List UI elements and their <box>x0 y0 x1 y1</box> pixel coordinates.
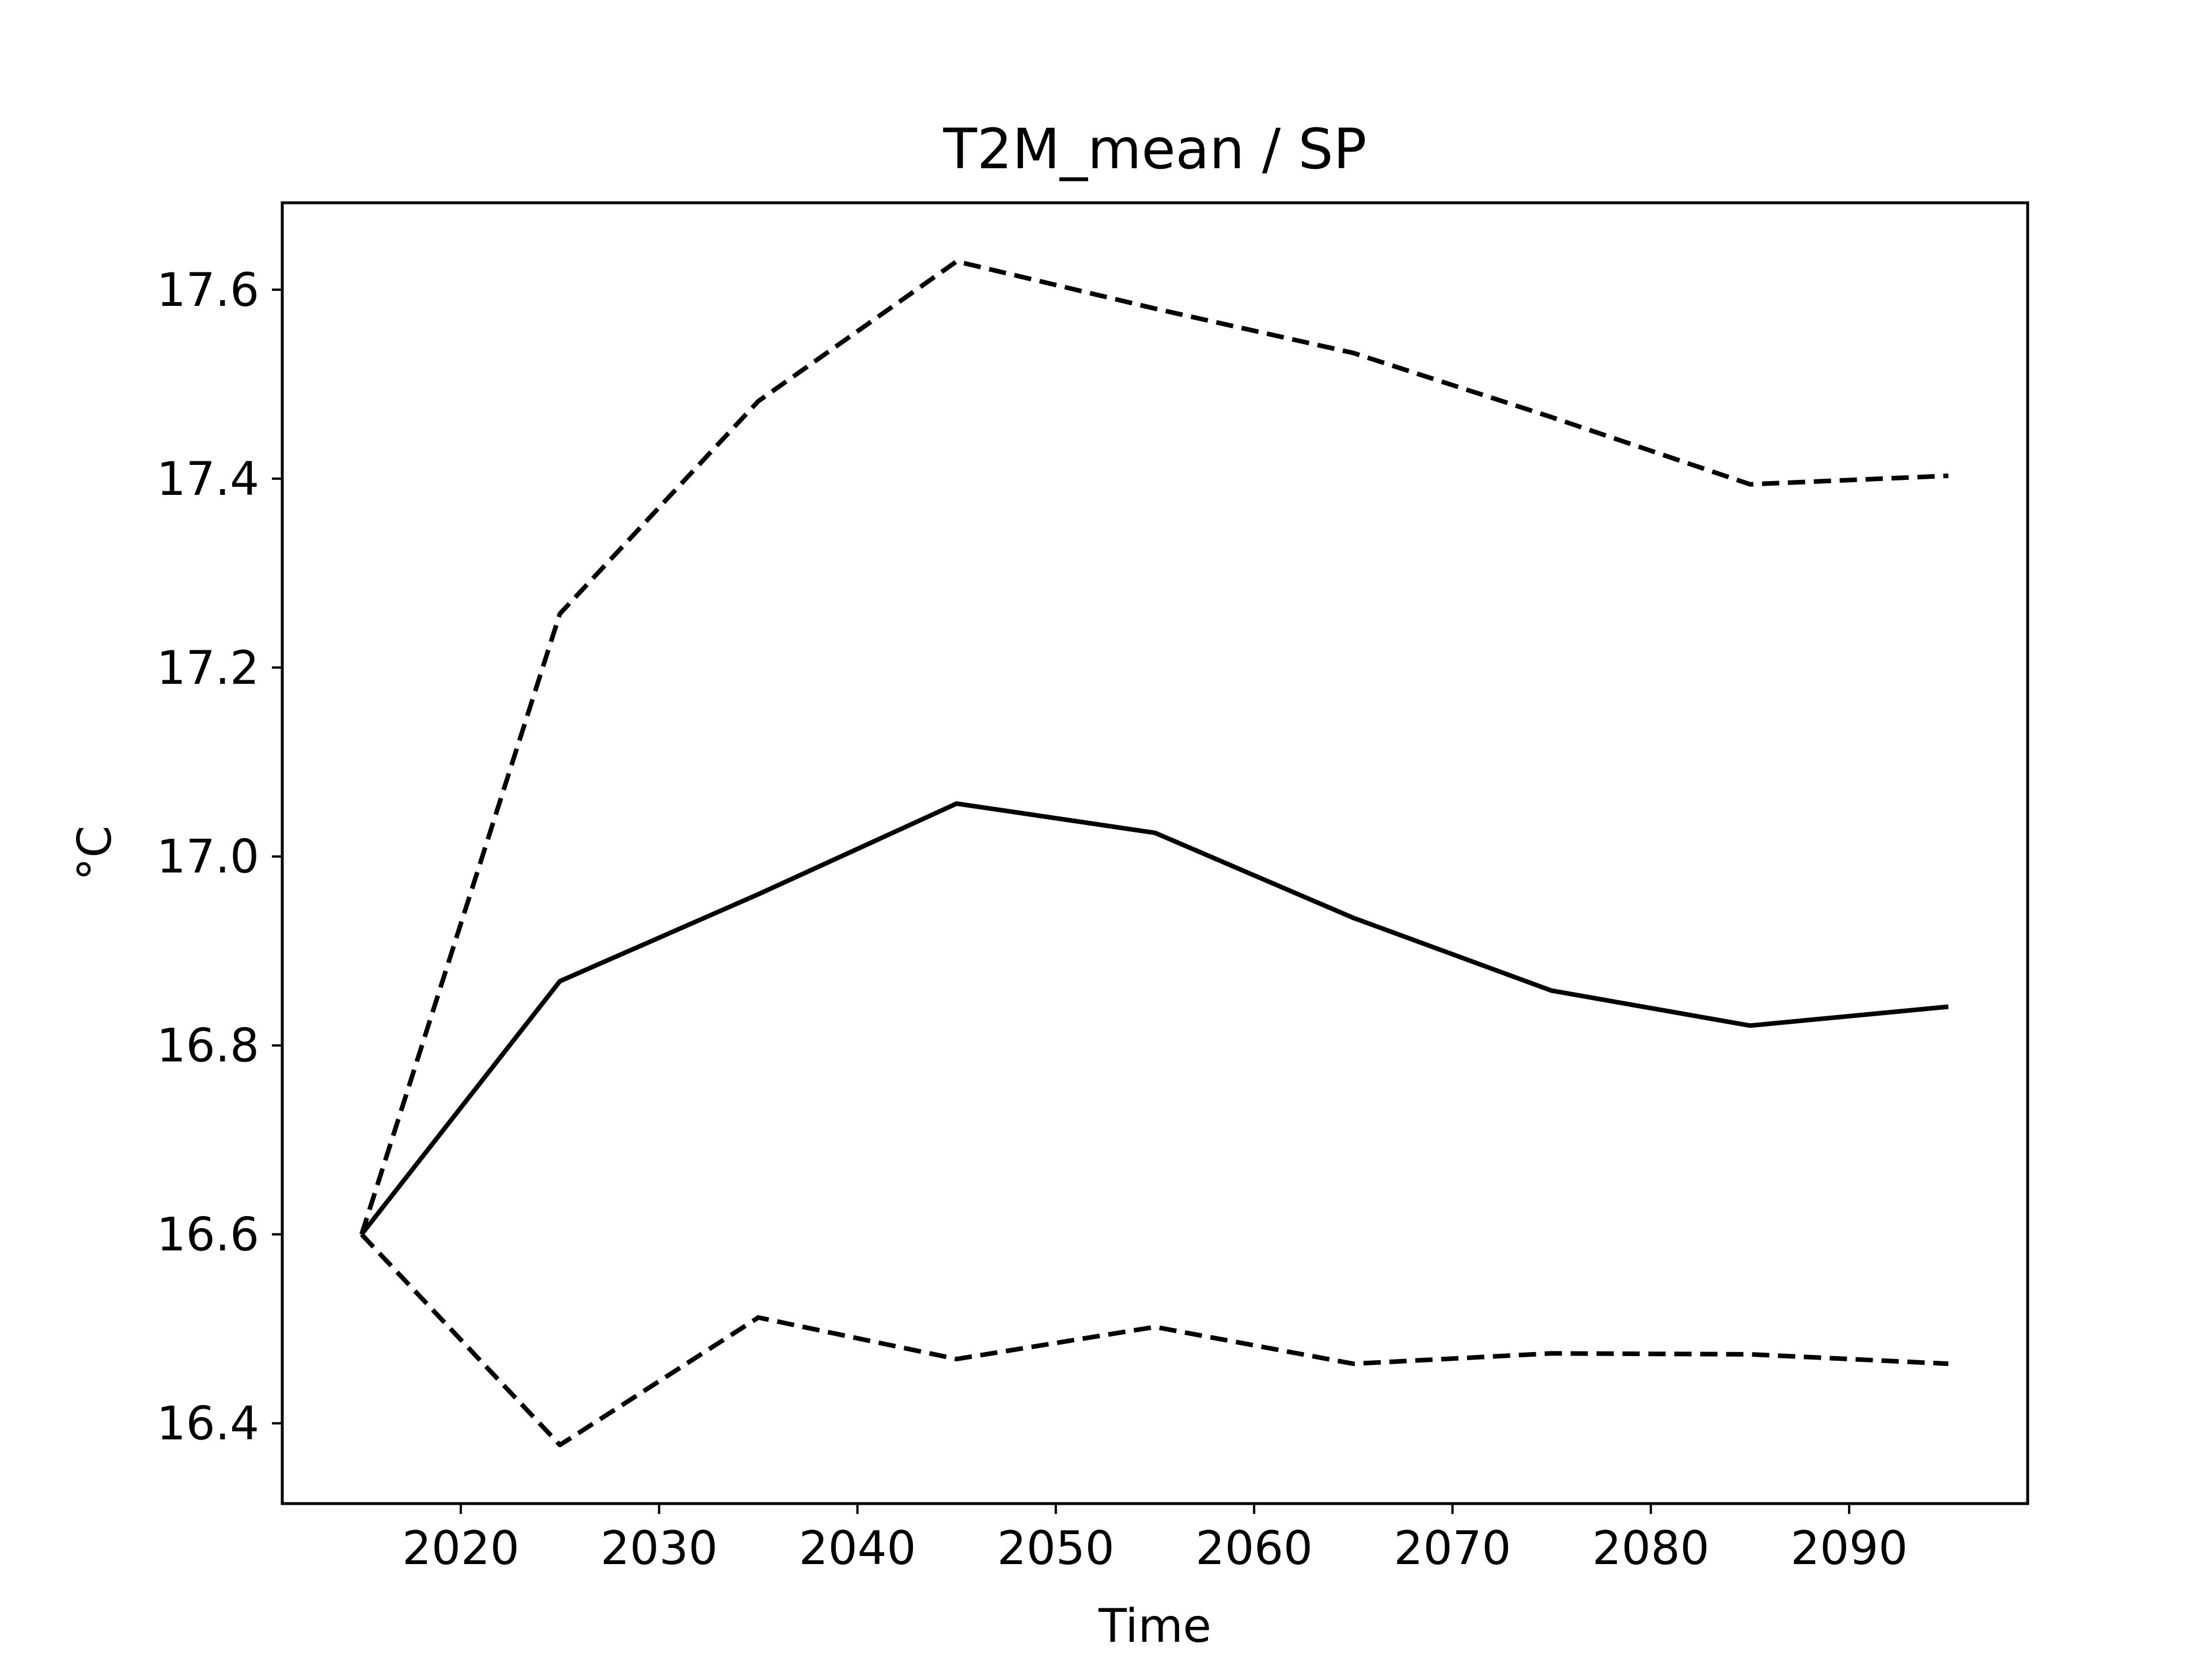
series-line-1 <box>359 801 1949 1236</box>
x-axis-label: Time <box>1098 1599 1211 1653</box>
x-tick-label: 2030 <box>600 1521 718 1575</box>
y-tick-label: 17.0 <box>157 830 259 884</box>
x-tick-label: 2050 <box>997 1521 1115 1575</box>
chart-title: T2M_mean / SP <box>943 117 1367 181</box>
y-tick-label: 17.6 <box>157 263 259 317</box>
y-tick-label: 17.2 <box>157 641 259 695</box>
series-line-2 <box>359 259 1949 1235</box>
x-axis-ticks: 2020 2030 2040 2050 2060 2070 2080 2090 <box>402 1504 1908 1575</box>
y-axis-label: °C <box>68 826 122 881</box>
x-tick-label: 2090 <box>1790 1521 1908 1575</box>
y-tick-label: 16.4 <box>157 1397 259 1451</box>
x-tick-label: 2020 <box>402 1521 520 1575</box>
y-axis-ticks: 16.4 16.6 16.8 17.0 17.2 17.4 17.6 <box>157 263 282 1451</box>
y-tick-label: 16.6 <box>157 1208 259 1262</box>
series-line-3 <box>359 1232 1949 1448</box>
y-tick-label: 17.4 <box>157 452 259 506</box>
y-tick-label: 16.8 <box>157 1019 259 1073</box>
x-tick-label: 2080 <box>1592 1521 1710 1575</box>
series-layer <box>359 259 1949 1448</box>
plot-area-frame <box>281 201 2029 1505</box>
x-tick-label: 2070 <box>1394 1521 1512 1575</box>
x-tick-label: 2060 <box>1195 1521 1313 1575</box>
x-tick-label: 2040 <box>799 1521 916 1575</box>
